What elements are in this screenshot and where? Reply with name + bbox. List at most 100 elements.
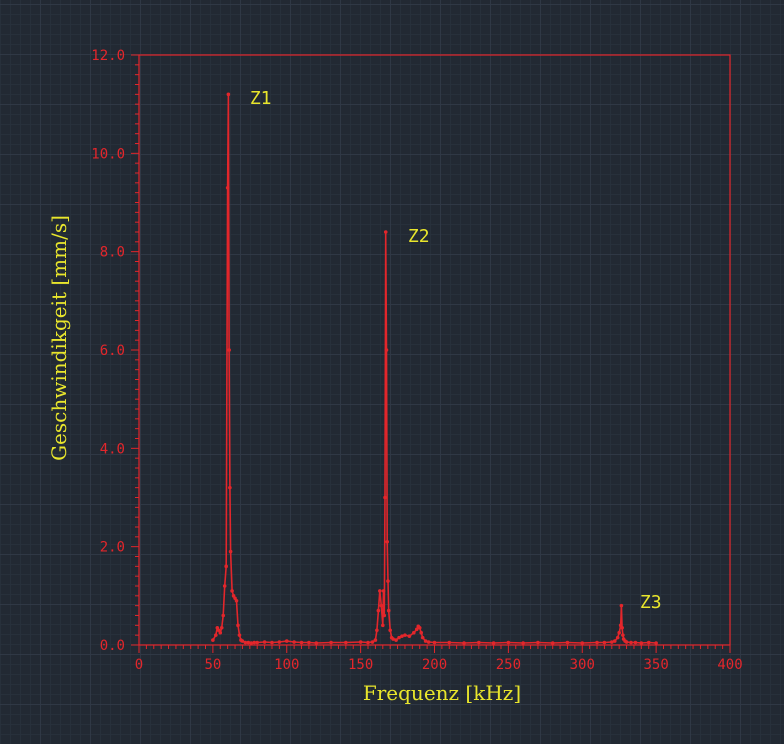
axis-ticks — [131, 54, 731, 653]
data-point — [617, 630, 621, 635]
data-point — [380, 623, 385, 628]
x-axis-title: Frequenz [kHz] — [363, 681, 521, 705]
data-point — [255, 640, 259, 645]
data-point — [378, 589, 382, 593]
data-point — [382, 613, 387, 618]
data-point — [610, 640, 614, 644]
data-point — [621, 633, 625, 637]
peak-label: Z2 — [408, 226, 430, 247]
data-point — [447, 640, 452, 645]
data-point — [646, 640, 651, 645]
data-point — [580, 641, 585, 645]
data-point — [234, 598, 239, 603]
data-point — [243, 640, 248, 645]
data-point — [385, 539, 390, 544]
data-point — [218, 630, 223, 635]
data-point — [329, 640, 333, 645]
data-point — [240, 639, 245, 643]
data-point — [521, 641, 525, 645]
data-point — [565, 640, 570, 645]
data-point — [307, 640, 311, 645]
y-tick-label: 2.0 — [100, 540, 125, 556]
data-point — [432, 640, 437, 645]
x-tick-label: 350 — [643, 657, 668, 673]
y-axis-title: Geschwindikgeit [mm/s] — [47, 215, 71, 461]
y-tick-label: 6.0 — [100, 343, 125, 359]
data-point — [629, 640, 633, 645]
data-point — [536, 640, 540, 645]
data-point — [252, 640, 257, 645]
data-point — [595, 640, 599, 645]
data-point — [403, 633, 407, 637]
data-point — [277, 640, 282, 644]
data-point — [366, 640, 370, 645]
data-point — [236, 623, 240, 628]
data-point — [550, 641, 555, 645]
data-point — [222, 584, 227, 588]
data-point — [414, 627, 419, 632]
data-point — [602, 640, 607, 645]
data-point — [299, 640, 304, 645]
data-point — [417, 625, 422, 630]
data-point — [383, 230, 388, 234]
data-point — [314, 641, 319, 645]
series-line — [212, 93, 657, 644]
data-point — [230, 589, 234, 593]
data-point — [224, 564, 228, 569]
y-tick-label: 4.0 — [100, 441, 125, 457]
data-point — [249, 641, 254, 645]
peak-label: Z1 — [250, 88, 272, 109]
peak-label: Z3 — [640, 592, 662, 613]
x-tick-label: 400 — [717, 657, 742, 673]
data-point — [379, 603, 384, 608]
x-tick-label: 0 — [135, 657, 143, 673]
data-point — [376, 608, 381, 613]
data-point — [619, 603, 624, 608]
x-tick-labels: 0 50 100 150 200 250 300 350 400 — [135, 657, 743, 673]
data-point — [246, 640, 251, 645]
data-point — [373, 638, 378, 642]
data-point — [228, 485, 232, 490]
data-point — [370, 640, 375, 644]
data-point — [219, 625, 224, 630]
data-point — [344, 640, 348, 645]
data-point — [262, 640, 267, 644]
data-point — [270, 640, 274, 645]
data-point — [386, 579, 390, 583]
data-point — [383, 495, 387, 500]
data-point — [394, 638, 398, 642]
data-point — [654, 641, 658, 645]
y-tick-label: 12.0 — [91, 48, 125, 64]
data-point — [423, 639, 428, 643]
data-point — [620, 625, 624, 630]
data-point — [420, 635, 425, 640]
data-point — [386, 608, 391, 613]
data-point — [358, 640, 363, 644]
data-points — [211, 92, 658, 645]
data-point — [426, 640, 431, 644]
data-point — [388, 628, 392, 633]
data-point — [381, 589, 386, 593]
plot-area-frame — [138, 54, 731, 646]
data-point — [214, 633, 218, 637]
y-tick-label: 10.0 — [91, 146, 125, 162]
data-point — [228, 549, 233, 554]
data-point — [615, 635, 620, 640]
data-point — [384, 348, 389, 352]
data-point — [391, 637, 395, 641]
data-point — [412, 630, 416, 635]
data-point — [227, 348, 231, 352]
x-tick-label: 50 — [204, 657, 221, 673]
x-tick-label: 200 — [422, 657, 447, 673]
x-tick-label: 150 — [348, 657, 373, 673]
x-tick-label: 100 — [274, 657, 299, 673]
data-point — [237, 633, 242, 637]
data-point — [477, 640, 481, 645]
data-point — [225, 185, 230, 190]
y-tick-labels: 0.0 2.0 4.0 6.0 8.0 10.0 12.0 — [91, 48, 125, 654]
data-point — [419, 630, 424, 635]
data-point — [639, 641, 644, 645]
data-point — [226, 92, 231, 97]
data-point — [221, 613, 226, 618]
